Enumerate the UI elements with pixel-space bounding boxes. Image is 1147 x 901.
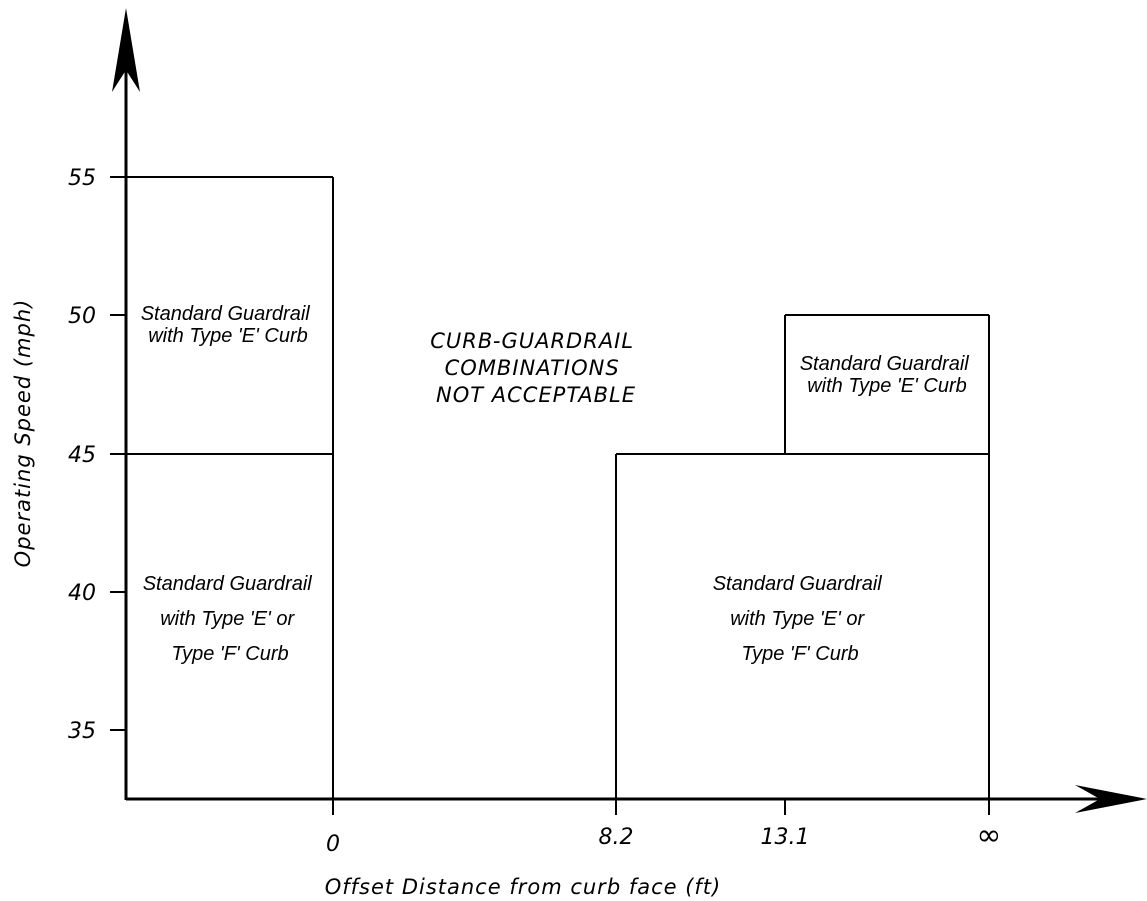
right-lower-label-line-2: with Type 'E' or <box>730 608 865 630</box>
left-upper-label: Standard Guardrail with Type 'E' Curb <box>141 303 316 347</box>
x-tick-label-13-1: 13.1 <box>761 825 810 850</box>
right-lower-label: Standard Guardrail with Type 'E' or Type… <box>713 573 888 665</box>
not-acceptable-note: CURB-GUARDRAIL COMBINATIONS NOT ACCEPTAB… <box>430 329 642 407</box>
x-tick-label-0: 0 <box>326 832 340 857</box>
not-acceptable-note-line-2: COMBINATIONS <box>445 356 620 380</box>
left-lower-label: Standard Guardrail with Type 'E' or Type… <box>143 573 318 665</box>
x-axis-title: Offset Distance from curb face (ft) <box>325 875 722 899</box>
y-tick-label-35: 35 <box>68 719 96 744</box>
x-tick-label-8-2: 8.2 <box>599 825 634 850</box>
not-acceptable-note-line-1: CURB-GUARDRAIL <box>430 329 634 353</box>
y-tick-label-40: 40 <box>68 581 96 606</box>
left-lower-label-line-2: with Type 'E' or <box>160 608 295 630</box>
not-acceptable-note-line-3: NOT ACCEPTABLE <box>436 383 636 407</box>
y-tick-label-55: 55 <box>68 166 96 191</box>
right-upper-label: Standard Guardrail with Type 'E' Curb <box>800 353 975 397</box>
y-tick-label-50: 50 <box>68 304 96 329</box>
left-upper-label-line-1: Standard Guardrail <box>141 303 311 325</box>
x-axis-arrowhead <box>1075 785 1147 813</box>
left-lower-label-line-3: Type 'F' Curb <box>171 643 288 665</box>
right-upper-label-line-2: with Type 'E' Curb <box>807 375 967 397</box>
y-axis-title: Operating Speed (mph) <box>11 299 35 568</box>
right-lower-label-line-3: Type 'F' Curb <box>741 643 858 665</box>
left-upper-label-line-2: with Type 'E' Curb <box>148 325 308 347</box>
x-tick-label-infinity: ∞ <box>977 818 1002 853</box>
right-lower-label-line-1: Standard Guardrail <box>713 573 883 595</box>
y-tick-label-45: 45 <box>68 443 96 468</box>
y-axis-arrowhead <box>112 8 140 92</box>
right-upper-label-line-1: Standard Guardrail <box>800 353 970 375</box>
left-lower-label-line-1: Standard Guardrail <box>143 573 313 595</box>
